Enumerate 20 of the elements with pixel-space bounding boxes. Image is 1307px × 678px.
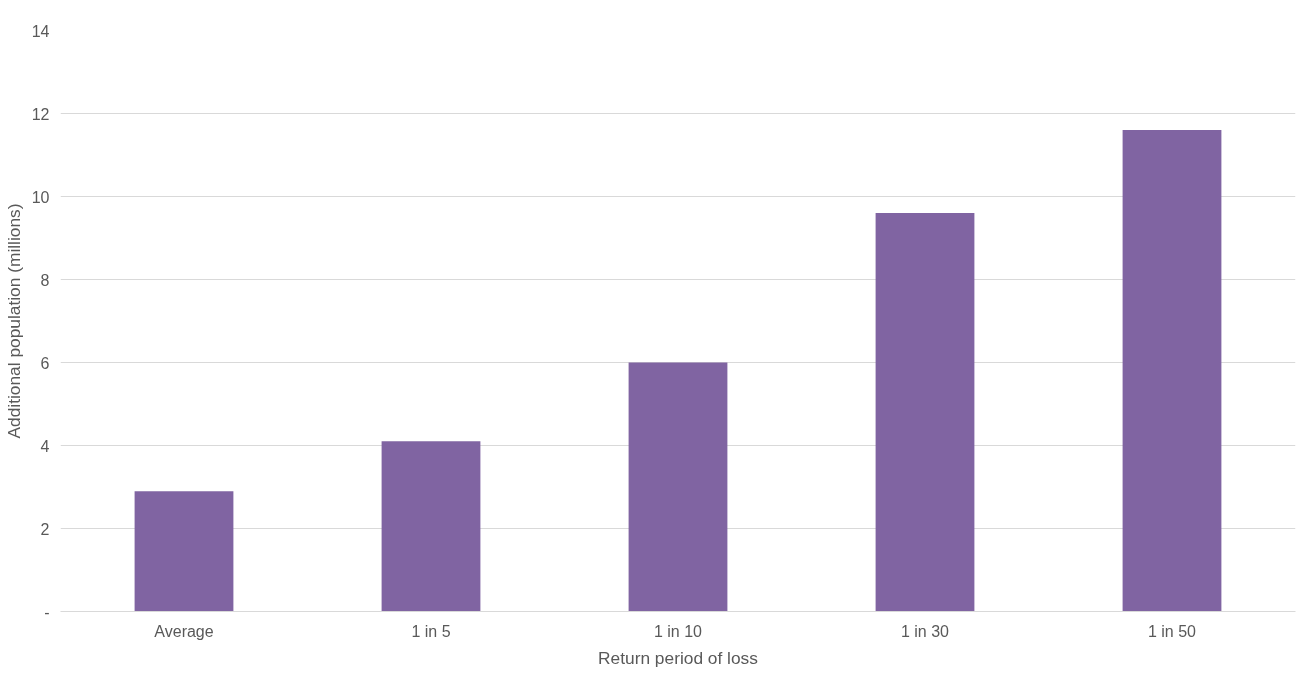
y-tick-label: 4	[40, 437, 50, 455]
y-tick-label: 2	[40, 520, 50, 538]
y-tick-label: 8	[40, 271, 50, 289]
y-axis-title: Additional population (millions)	[3, 203, 24, 439]
x-tick-label: Average	[154, 622, 214, 640]
bar	[875, 213, 975, 612]
y-tick-label: 10	[31, 188, 50, 206]
x-axis-title: Return period of loss	[598, 647, 759, 668]
y-tick-label: 12	[31, 105, 50, 123]
bar	[381, 441, 481, 612]
x-tick-label: 1 in 10	[653, 622, 703, 640]
y-tick-label: 14	[31, 22, 50, 40]
bar	[134, 491, 234, 612]
bar	[628, 362, 728, 612]
x-tick-label: 1 in 5	[411, 622, 451, 640]
y-tick-label: -	[44, 603, 50, 621]
bar	[1122, 130, 1222, 612]
x-tick-label: 1 in 30	[900, 622, 950, 640]
x-tick-label: 1 in 50	[1147, 622, 1197, 640]
y-tick-label: 6	[40, 354, 50, 372]
